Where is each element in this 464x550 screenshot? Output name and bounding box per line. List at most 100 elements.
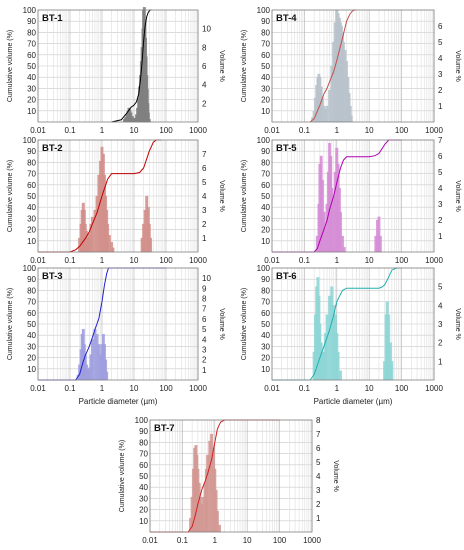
left-tick-label: 100 bbox=[23, 264, 37, 273]
right-tick-label: 2 bbox=[202, 220, 207, 229]
left-tick-label: 10 bbox=[261, 237, 270, 246]
cumulative-line bbox=[38, 267, 166, 381]
x-tick-labels: 0.01 0.1 1 10 100 1000 bbox=[30, 384, 207, 393]
plot-frame bbox=[37, 267, 199, 381]
left-tick-label: 100 bbox=[257, 264, 271, 273]
right-tick-labels: 1 2 3 4 5 6 7 bbox=[438, 136, 443, 241]
volume-bars bbox=[122, 7, 151, 123]
volume-bar bbox=[105, 371, 109, 381]
volume-bar bbox=[349, 115, 353, 123]
plot-frame bbox=[271, 139, 435, 253]
cumulative-line bbox=[309, 9, 357, 123]
x-tick-label: 0.01 bbox=[30, 384, 46, 393]
volume-bar bbox=[325, 105, 329, 123]
cumulative-line bbox=[38, 139, 161, 253]
x-axis-label: Particle diameter (µm) bbox=[79, 397, 158, 406]
left-tick-label: 70 bbox=[27, 298, 36, 307]
left-tick-label: 40 bbox=[261, 331, 270, 340]
y-axis-label-left: Cumulative volume (%) bbox=[7, 160, 14, 232]
x-tick-label: 0.1 bbox=[299, 256, 311, 265]
left-tick-label: 40 bbox=[261, 73, 270, 82]
left-tick-label: 50 bbox=[261, 320, 270, 329]
x-tick-label: 1000 bbox=[425, 126, 443, 135]
left-tick-label: 10 bbox=[139, 517, 148, 526]
left-tick-label: 50 bbox=[27, 320, 36, 329]
x-tick-label: 100 bbox=[159, 126, 173, 135]
x-tick-label: 100 bbox=[273, 536, 287, 545]
right-tick-label: 2 bbox=[438, 216, 443, 225]
right-tick-label: 4 bbox=[202, 335, 207, 344]
right-tick-label: 2 bbox=[438, 339, 443, 348]
panel-bt4: 10 20 30 40 50 60 70 80 90 100 1 2 3 4 5 6 0.01 0.1 1 10 100… bbox=[241, 6, 461, 135]
right-tick-label: 5 bbox=[202, 178, 207, 187]
y-axis-label-left: Cumulative volume (%) bbox=[7, 288, 14, 360]
right-tick-label: 4 bbox=[202, 81, 207, 90]
left-tick-label: 80 bbox=[27, 28, 36, 37]
x-tick-labels: 0.01 0.1 1 10 100 1000 bbox=[142, 536, 321, 545]
left-tick-label: 90 bbox=[27, 147, 36, 156]
left-tick-label: 60 bbox=[261, 51, 270, 60]
right-tick-label: 3 bbox=[316, 486, 321, 495]
x-tick-label: 1 bbox=[335, 126, 340, 135]
right-tick-label: 6 bbox=[438, 152, 443, 161]
x-tick-labels: 0.01 0.1 1 10 100 1000 bbox=[264, 256, 443, 265]
right-tick-label: 5 bbox=[438, 38, 443, 47]
right-tick-label: 3 bbox=[438, 200, 443, 209]
y-axis-label-right: Volume % bbox=[218, 50, 225, 82]
volume-bar bbox=[342, 247, 346, 253]
left-tick-label: 80 bbox=[27, 286, 36, 295]
y-axis-label-left: Cumulative volume (%) bbox=[119, 440, 126, 512]
left-tick-label: 20 bbox=[261, 354, 270, 363]
right-tick-label: 6 bbox=[202, 164, 207, 173]
left-tick-label: 80 bbox=[261, 286, 270, 295]
left-tick-label: 30 bbox=[27, 214, 36, 223]
cumulative-line bbox=[272, 139, 402, 253]
left-tick-labels: 10 20 30 40 50 60 70 80 90 100 bbox=[257, 6, 271, 116]
left-tick-label: 50 bbox=[139, 472, 148, 481]
gridlines bbox=[37, 267, 199, 380]
left-tick-label: 40 bbox=[139, 483, 148, 492]
x-tick-label: 0.01 bbox=[30, 256, 46, 265]
left-tick-label: 70 bbox=[261, 40, 270, 49]
x-tick-labels: 0.01 0.1 1 10 100 1000 bbox=[30, 256, 207, 265]
right-tick-label: 2 bbox=[202, 356, 207, 365]
x-tick-label: 0.01 bbox=[264, 256, 280, 265]
right-tick-labels: 1 2 3 4 5 6 7 8 bbox=[316, 416, 321, 523]
plot-frame bbox=[271, 9, 435, 123]
volume-bar bbox=[378, 235, 382, 253]
left-tick-label: 90 bbox=[27, 275, 36, 284]
left-tick-label: 50 bbox=[261, 192, 270, 201]
left-tick-label: 20 bbox=[27, 226, 36, 235]
panel-label: BT-5 bbox=[276, 143, 297, 154]
x-tick-label: 100 bbox=[159, 384, 173, 393]
cumulative-line bbox=[272, 267, 402, 381]
left-tick-label: 30 bbox=[261, 84, 270, 93]
right-tick-label: 4 bbox=[438, 54, 443, 63]
x-tick-label: 1 bbox=[100, 384, 105, 393]
right-tick-label: 7 bbox=[438, 136, 443, 145]
x-tick-label: 1 bbox=[335, 256, 340, 265]
left-tick-label: 90 bbox=[261, 275, 270, 284]
left-tick-label: 90 bbox=[261, 147, 270, 156]
y-axis-label-left: Cumulative volume (%) bbox=[241, 160, 248, 232]
panel-label: BT-4 bbox=[276, 13, 297, 24]
volume-bar bbox=[149, 237, 153, 253]
y-axis-label-left: Cumulative volume (%) bbox=[241, 288, 248, 360]
left-tick-label: 70 bbox=[261, 170, 270, 179]
right-tick-label: 3 bbox=[202, 345, 207, 354]
right-tick-label: 3 bbox=[438, 70, 443, 79]
right-tick-label: 9 bbox=[202, 284, 207, 293]
x-axis-label: Particle diameter (µm) bbox=[314, 397, 393, 406]
x-tick-label: 100 bbox=[395, 256, 409, 265]
left-tick-labels: 10 20 30 40 50 60 70 80 90 100 bbox=[257, 136, 271, 246]
volume-bar bbox=[90, 339, 94, 381]
cumulative-line bbox=[150, 419, 280, 533]
y-axis-label-left: Cumulative volume (%) bbox=[7, 30, 14, 102]
left-tick-label: 90 bbox=[261, 17, 270, 26]
right-tick-label: 2 bbox=[316, 500, 321, 509]
left-tick-labels: 10 20 30 40 50 60 70 80 90 100 bbox=[23, 6, 37, 116]
left-tick-label: 60 bbox=[27, 181, 36, 190]
